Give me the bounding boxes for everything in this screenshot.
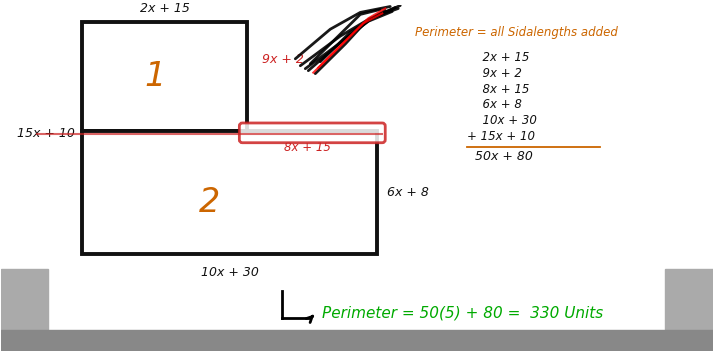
Text: Perimeter = 50(5) + 80 =  330 Units: Perimeter = 50(5) + 80 = 330 Units	[322, 306, 603, 321]
Text: 50x + 80: 50x + 80	[475, 150, 533, 163]
Text: 10x + 30: 10x + 30	[475, 114, 537, 127]
Bar	[83, 131, 377, 254]
Text: 9x + 2: 9x + 2	[262, 53, 304, 66]
Text: 10x + 30: 10x + 30	[201, 266, 259, 279]
FancyBboxPatch shape	[240, 123, 385, 143]
Bar	[665, 269, 713, 351]
Text: 9x + 2: 9x + 2	[475, 67, 522, 80]
Bar	[83, 22, 247, 131]
Bar	[1, 269, 48, 351]
Text: 1: 1	[144, 60, 165, 93]
Text: 2x + 15: 2x + 15	[475, 51, 530, 64]
Text: 2x + 15: 2x + 15	[140, 2, 190, 15]
Text: 2: 2	[199, 186, 220, 219]
Text: 15x + 10: 15x + 10	[16, 127, 74, 140]
Text: + 15x + 10: + 15x + 10	[467, 130, 535, 143]
Text: Perimeter = all Sidalengths added: Perimeter = all Sidalengths added	[415, 26, 618, 39]
Text: 8x + 15: 8x + 15	[475, 82, 530, 95]
Text: 6x + 8: 6x + 8	[387, 186, 429, 199]
Bar	[1, 330, 713, 351]
Text: 8x + 15: 8x + 15	[284, 141, 331, 154]
Text: 6x + 8: 6x + 8	[475, 98, 522, 111]
